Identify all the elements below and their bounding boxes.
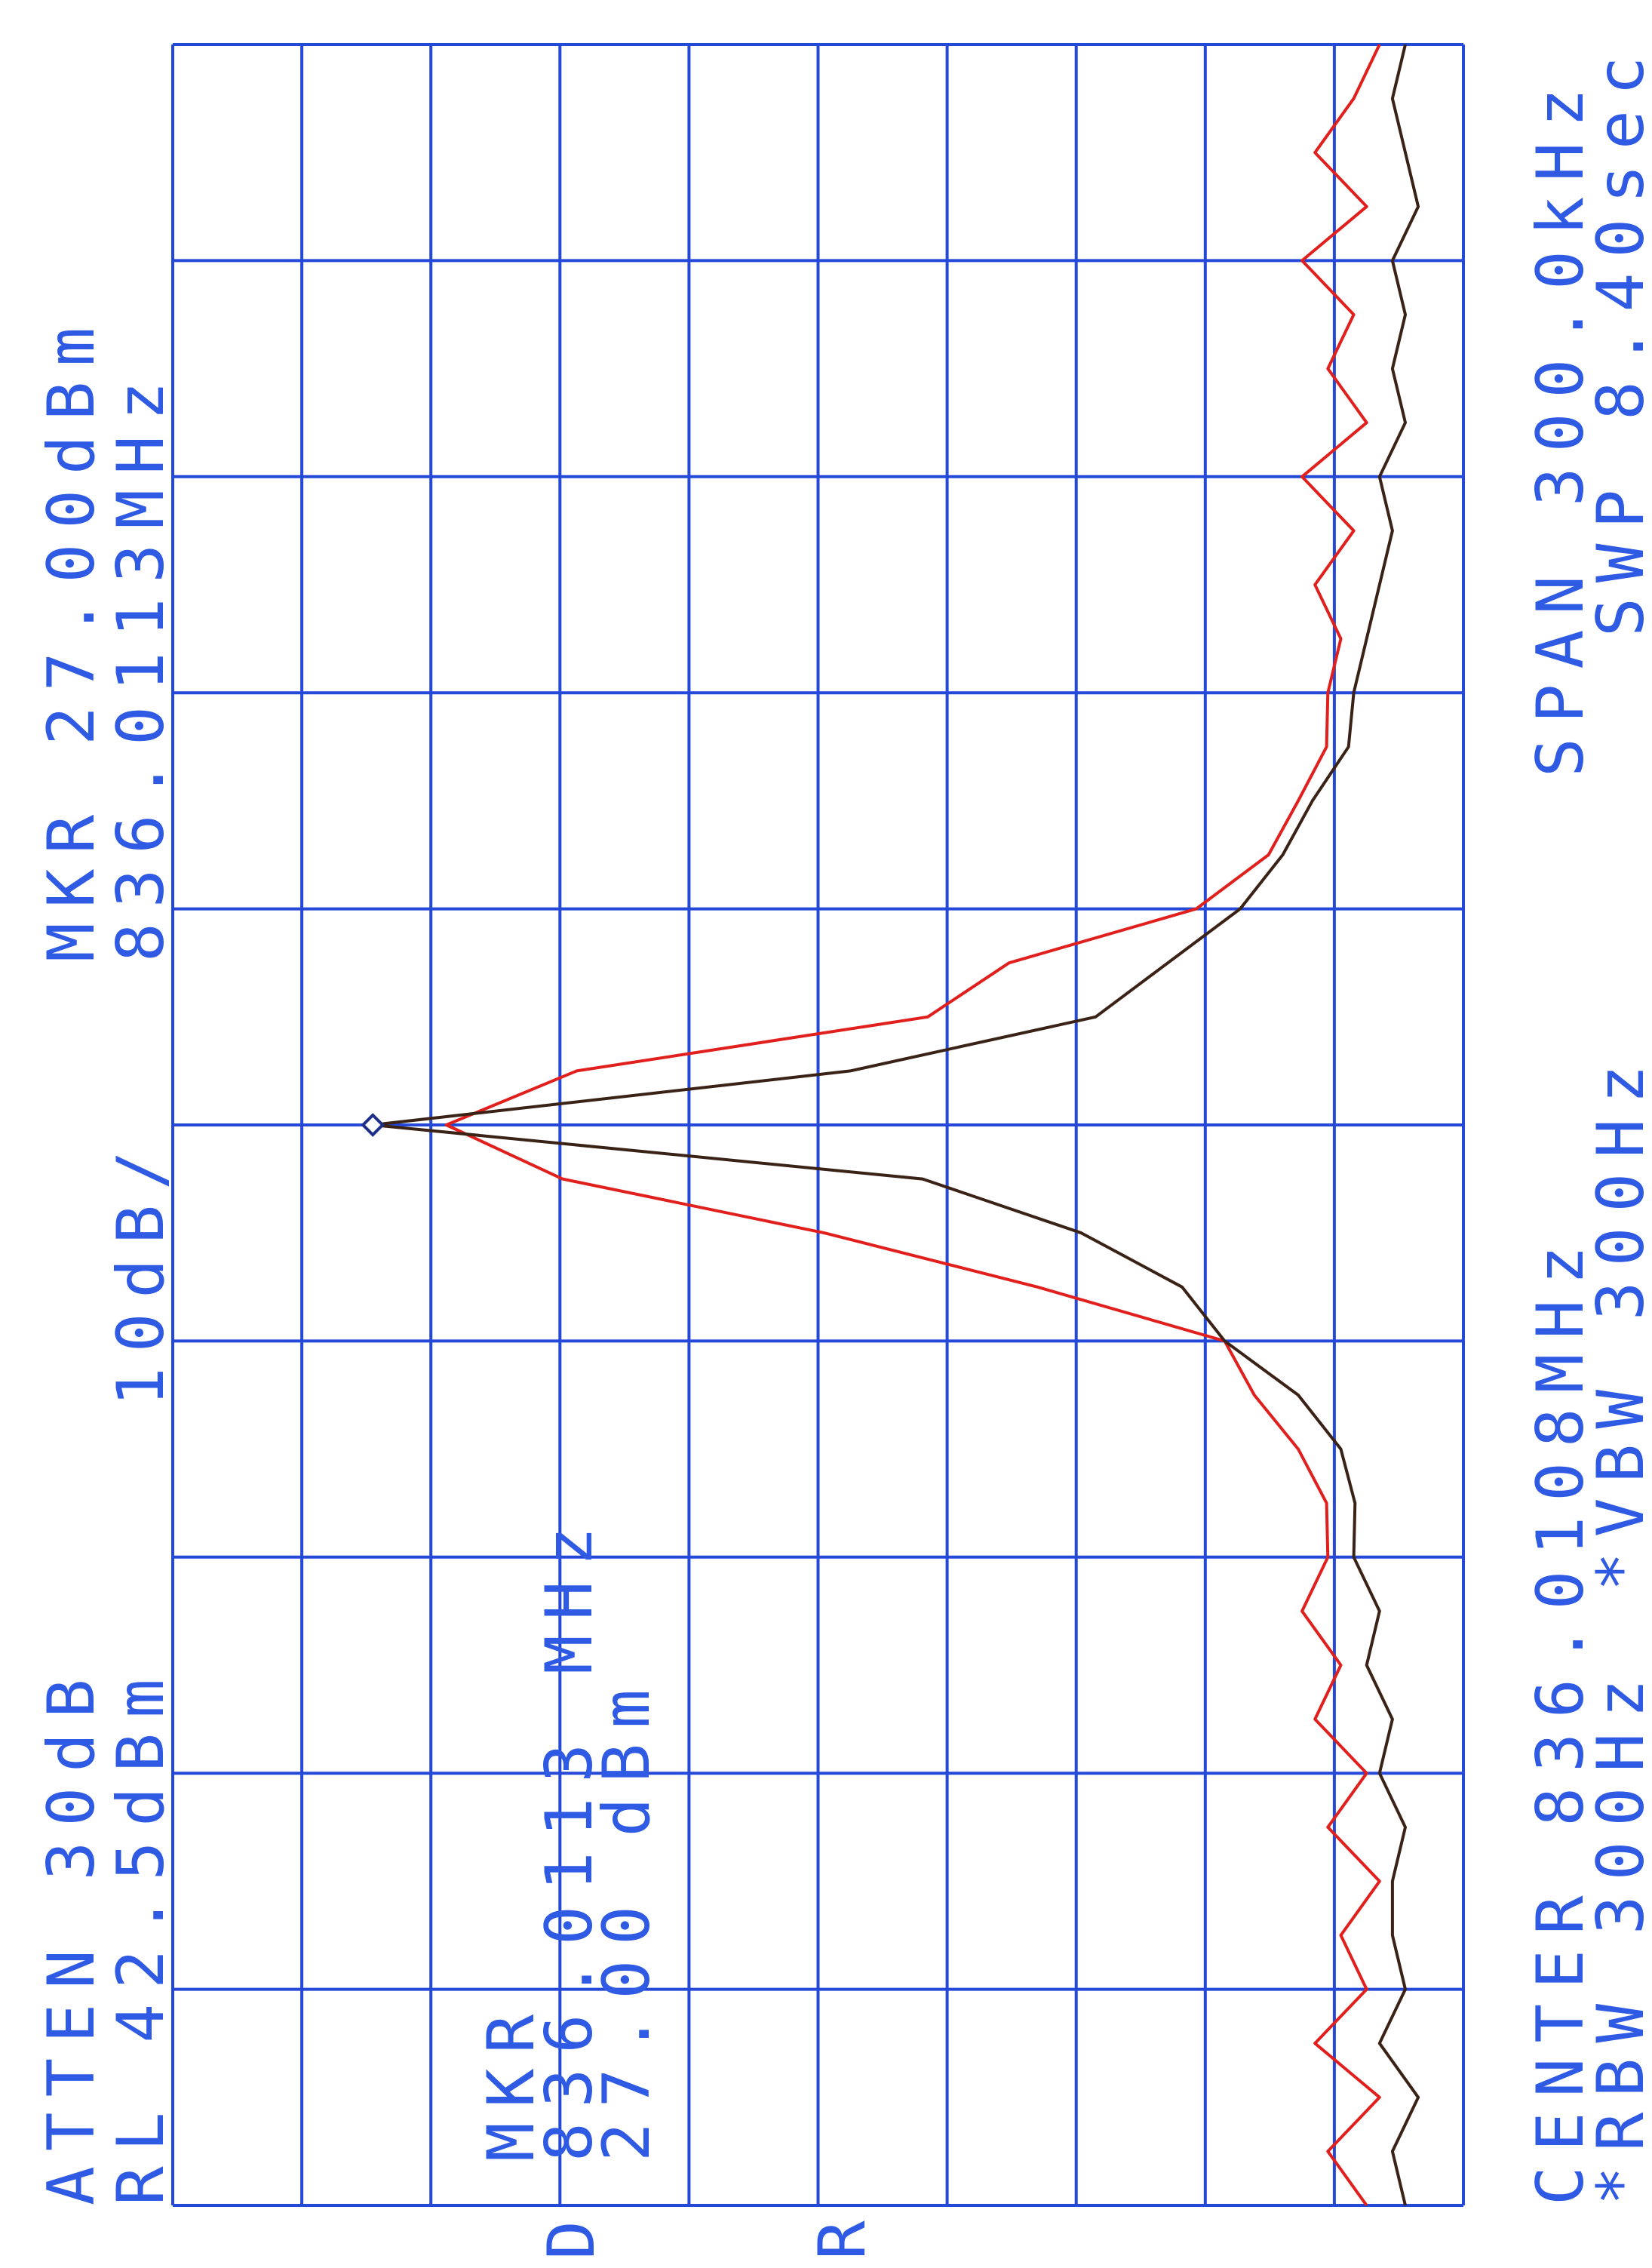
annotation: 836.0113 MHz (532, 1512, 607, 2162)
annotation: 10dB/ (103, 1136, 179, 1406)
trace (444, 44, 1381, 2207)
annotation: CENTER 836.0108MHz (1523, 1231, 1598, 2205)
annotation: ATTEN 30dB (34, 1664, 109, 2205)
marker (361, 1113, 385, 1137)
annotation: MKR (474, 1999, 549, 2162)
annotation: *VBW 300Hz (1583, 1049, 1652, 1591)
annotation: 27.00 dBm (589, 1674, 665, 2162)
annotation: SWP 8.40sec (1583, 41, 1652, 637)
annotation: R (805, 2205, 880, 2260)
annotation: MKR 27.00dBm (34, 312, 109, 962)
annotation: D (534, 2205, 610, 2260)
annotation: *RBW 300Hz (1583, 1664, 1652, 2205)
annotation: 836.0113MHz (103, 366, 179, 962)
annotation: RL 42.5dBm (103, 1664, 179, 2205)
annotation: SPAN 300.0kHz (1523, 73, 1598, 777)
